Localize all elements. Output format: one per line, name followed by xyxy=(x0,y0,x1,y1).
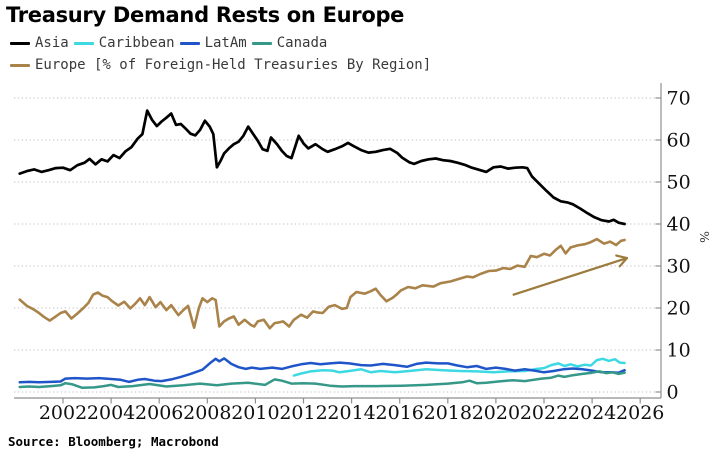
x-tick-label: 2012 xyxy=(279,402,327,424)
series-line-asia xyxy=(18,109,626,226)
y-tick-label: 40 xyxy=(667,214,691,236)
legend-swatch-asia xyxy=(10,41,30,45)
x-tick-label: 2022 xyxy=(520,402,568,424)
legend-item-latam: LatAm xyxy=(179,35,247,51)
legend-row-1: Asia Caribbean LatAm Canada xyxy=(10,35,327,51)
y-tick-label: 60 xyxy=(667,130,691,152)
x-axis: 2002 2004 2006 2008 2010 2012 2014 2016 2018 2020… xyxy=(39,398,664,424)
legend-item-canada: Canada xyxy=(251,35,328,51)
axis-frame xyxy=(14,83,662,399)
y-tick-label: 50 xyxy=(667,172,691,194)
x-tick-label: 2018 xyxy=(424,402,472,424)
x-tick-label: 2020 xyxy=(472,402,520,424)
x-tick-label: 2024 xyxy=(568,402,616,424)
series-line-latam xyxy=(18,357,626,384)
legend-swatch-caribbean xyxy=(73,41,94,45)
x-tick-label: 2004 xyxy=(87,402,135,424)
legend-item-europe: Europe [% of Foreign-Held Treasuries By … xyxy=(10,57,431,73)
legend-label: Europe [% of Foreign-Held Treasuries By … xyxy=(35,57,432,73)
series-line-europe xyxy=(18,237,626,330)
y-tick-label: 10 xyxy=(667,340,691,362)
y-tick-label: 20 xyxy=(667,298,691,320)
x-tick-label: 2026 xyxy=(616,402,664,424)
legend-label: Canada xyxy=(276,35,328,51)
trend-arrow xyxy=(512,254,629,297)
y-tick-label: 70 xyxy=(667,88,691,110)
source-attribution: Source: Bloomberg; Macrobond xyxy=(8,434,219,449)
legend-item-caribbean: Caribbean xyxy=(73,35,175,51)
legend-label: Asia xyxy=(35,35,69,51)
chart-title: Treasury Demand Rests on Europe xyxy=(6,3,405,27)
y-tick-label: 0 xyxy=(667,382,679,404)
legend-swatch-canada xyxy=(251,41,272,45)
x-tick-label: 2006 xyxy=(135,402,183,424)
legend-item-asia: Asia xyxy=(10,35,69,51)
legend-label: LatAm xyxy=(204,35,247,51)
x-tick-label: 2002 xyxy=(39,402,87,424)
legend-swatch-latam xyxy=(179,41,200,45)
x-tick-label: 2016 xyxy=(376,402,424,424)
legend-row-2: Europe [% of Foreign-Held Treasuries By … xyxy=(10,57,431,73)
series-line-caribbean xyxy=(292,357,626,377)
gridlines xyxy=(14,97,661,393)
x-tick-label: 2010 xyxy=(231,402,279,424)
y-axis: 0 10 20 30 40 50 60 70 xyxy=(655,88,691,404)
y-axis-unit-label: % xyxy=(697,231,712,243)
series-line-canada xyxy=(18,370,626,390)
legend-swatch-europe xyxy=(10,63,30,67)
legend-label: Caribbean xyxy=(98,35,175,51)
x-tick-label: 2014 xyxy=(327,402,375,424)
x-tick-label: 2008 xyxy=(183,402,231,424)
y-tick-label: 30 xyxy=(667,256,691,278)
